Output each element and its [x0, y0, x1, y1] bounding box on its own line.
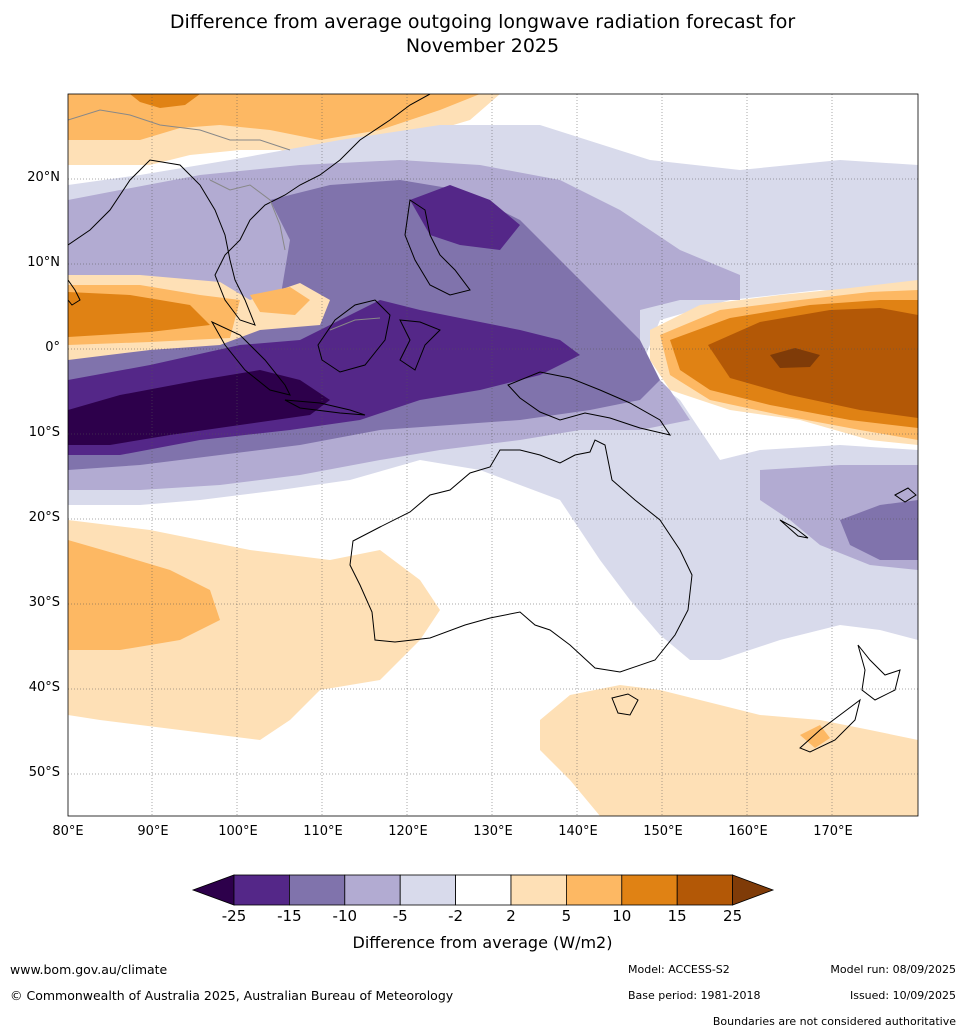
- colorbar-tick-label: 2: [506, 907, 516, 925]
- title-line-2: November 2025: [405, 35, 560, 57]
- colorbar-tick-label: 25: [723, 907, 743, 925]
- anomaly-region-north-asia-dark: [130, 94, 200, 108]
- colorbar-tick-label: 5: [561, 907, 572, 925]
- anomaly-region-west-indian-dark: [68, 292, 210, 337]
- java-coastline: [284, 399, 366, 416]
- title-line-1: Difference from average outgoing longwav…: [169, 11, 796, 33]
- colorbar-segment: [399, 874, 457, 906]
- footer-boundaries-note: Boundaries are not considered authoritat…: [712, 1015, 956, 1028]
- colorbar-tick-label: -15: [277, 907, 302, 925]
- colorbar-segment: [510, 874, 567, 906]
- lon-label-140e: 140°E: [558, 824, 598, 839]
- footer-base-period: Base period: 1981-2018: [628, 989, 761, 1002]
- lat-label-20s: 20°S: [28, 510, 60, 525]
- colorbar-tick-label: -25: [221, 907, 247, 925]
- lat-label-50s: 50°S: [28, 765, 60, 780]
- fiji-coastline: [894, 487, 917, 503]
- colorbar-segment: [566, 874, 623, 906]
- map-frame: [67, 93, 919, 817]
- anomaly-region-malay-orange: [250, 287, 310, 315]
- colorbar-segment: [455, 874, 512, 906]
- colorbar-segment: [288, 874, 346, 906]
- lat-label-10s: 10°S: [28, 425, 60, 440]
- footer-issued: Issued: 10/09/2025: [849, 989, 956, 1002]
- anomaly-region-philippine-sea-purple: [410, 185, 520, 250]
- philippines-coastline: [404, 199, 471, 296]
- borneo-coastline: [317, 299, 391, 373]
- australia-coastline: [349, 439, 693, 673]
- anomaly-region-new-zealand-orange: [800, 725, 830, 748]
- anomaly-region-south-indian-orange: [68, 540, 220, 650]
- colorbar-segment: [233, 874, 290, 906]
- footer-model: Model: ACCESS-S2: [628, 963, 730, 976]
- new-caledonia-coastline: [779, 519, 809, 539]
- lat-label-10n: 10°N: [27, 255, 60, 270]
- anomaly-region-pacific-darkest: [770, 348, 820, 368]
- footer-website-link[interactable]: www.bom.gov.au/climate: [10, 962, 168, 977]
- colorbar-tick-label: -5: [392, 907, 408, 925]
- lon-label-110e: 110°E: [303, 824, 343, 839]
- sulawesi-coastline: [399, 319, 441, 371]
- lon-label-90e: 90°E: [137, 824, 169, 839]
- lat-label-30s: 30°S: [28, 595, 60, 610]
- anomaly-region-indian-ocean-deep-purple: [68, 370, 330, 445]
- footer-model-run: Model run: 08/09/2025: [830, 963, 956, 976]
- colorbar-tick-label: 10: [612, 907, 632, 925]
- india-west-coastline: [68, 279, 81, 306]
- map-plot-area: [68, 94, 918, 816]
- new-zealand-south-coastline: [799, 698, 861, 753]
- colorbar-tick-label: 15: [667, 907, 687, 925]
- colorbar-title: Difference from average (W/m2): [352, 933, 613, 952]
- lon-label-160e: 160°E: [728, 824, 768, 839]
- new-guinea-coastline: [507, 371, 672, 436]
- lon-label-80e: 80°E: [52, 824, 84, 839]
- colorbar-segment: [621, 874, 678, 906]
- lon-label-100e: 100°E: [218, 824, 258, 839]
- lon-label-120e: 120°E: [388, 824, 428, 839]
- coastlines: [68, 94, 917, 753]
- lon-label-170e: 170°E: [813, 824, 853, 839]
- lat-label-20n: 20°N: [27, 170, 60, 185]
- sumatra-coastline: [210, 320, 291, 396]
- colorbar: [191, 874, 775, 906]
- anomaly-region-tasman-light: [540, 685, 918, 816]
- asia-mainland-coastline: [68, 94, 431, 326]
- colorbar-segment: [344, 874, 401, 906]
- anomaly-region-southwest-pacific-violet: [840, 500, 918, 560]
- lat-label-equator: 0°: [45, 340, 60, 355]
- map-title: Difference from average outgoing longwav…: [0, 10, 965, 58]
- colorbar-tick-label: -2: [448, 907, 464, 925]
- colorbar-arrow-high: [732, 874, 775, 906]
- new-zealand-north-coastline: [857, 644, 901, 701]
- lat-label-40s: 40°S: [28, 680, 60, 695]
- colorbar-segment: [676, 874, 734, 906]
- colorbar-tick-label: -10: [332, 907, 358, 925]
- footer-copyright: © Commonwealth of Australia 2025, Austra…: [10, 988, 454, 1003]
- tasmania-coastline: [611, 693, 639, 716]
- lon-label-130e: 130°E: [473, 824, 513, 839]
- lon-label-150e: 150°E: [643, 824, 683, 839]
- country-borders: [68, 109, 381, 331]
- colorbar-arrow-low: [191, 874, 235, 906]
